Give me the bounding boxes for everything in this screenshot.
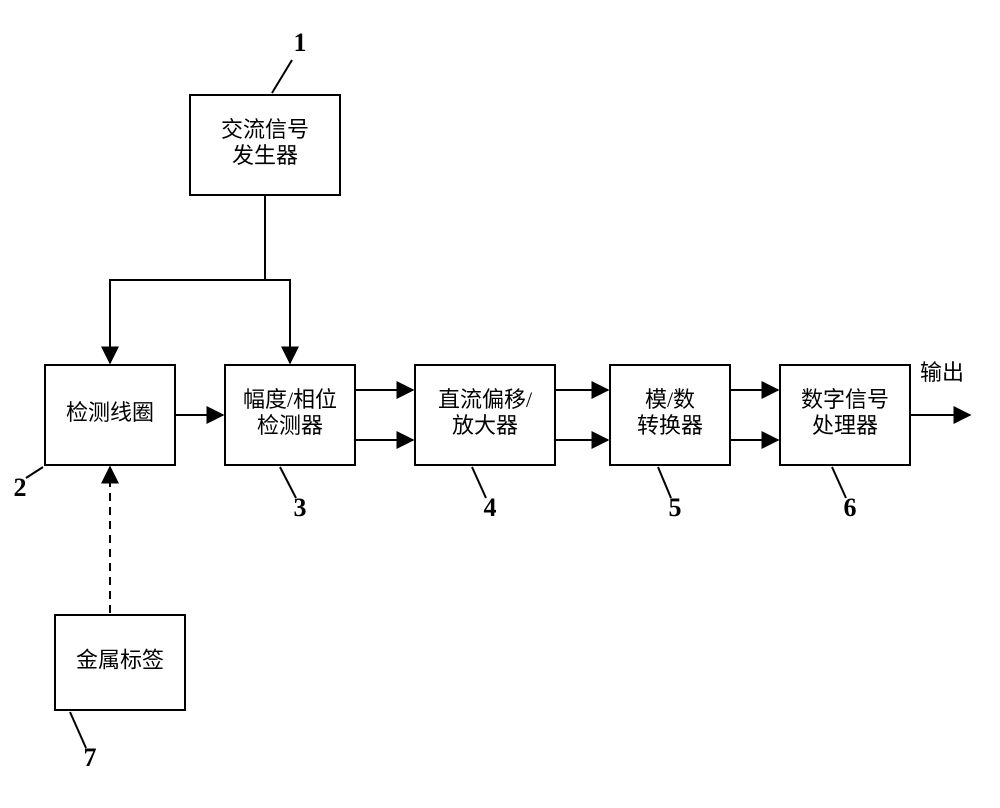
- box-tag-line0: 金属标签: [76, 648, 164, 673]
- box-coil: 检测线圈: [45, 365, 175, 465]
- box-amp: 直流偏移/放大器: [415, 365, 555, 465]
- callout-1: 1: [272, 28, 307, 93]
- callout-3: 3: [280, 467, 307, 522]
- box-adc-line1: 转换器: [637, 413, 703, 438]
- boxes-layer: 交流信号发生器检测线圈幅度/相位检测器直流偏移/放大器模/数转换器数字信号处理器…: [45, 95, 910, 710]
- box-gen: 交流信号发生器: [190, 95, 340, 195]
- callout-5-num: 5: [669, 493, 682, 522]
- callout-7: 7: [70, 712, 97, 772]
- callout-4-num: 4: [484, 493, 497, 522]
- diagram-canvas: 交流信号发生器检测线圈幅度/相位检测器直流偏移/放大器模/数转换器数字信号处理器…: [0, 0, 1000, 808]
- callout-4: 4: [472, 467, 497, 522]
- box-dsp-line1: 处理器: [812, 413, 878, 438]
- callout-3-num: 3: [294, 493, 307, 522]
- box-gen-line1: 发生器: [232, 143, 298, 168]
- box-gen-line0: 交流信号: [221, 117, 309, 142]
- box-dsp-line0: 数字信号: [801, 387, 889, 412]
- box-det-line0: 幅度/相位: [243, 387, 337, 412]
- box-adc-line0: 模/数: [645, 387, 695, 412]
- callout-5: 5: [658, 467, 682, 522]
- output-label: 输出: [920, 360, 964, 385]
- box-adc: 模/数转换器: [610, 365, 730, 465]
- callout-6-num: 6: [844, 493, 857, 522]
- edge-gen-coil: [110, 195, 265, 363]
- edge-gen-det: [265, 195, 290, 363]
- box-det: 幅度/相位检测器: [225, 365, 355, 465]
- callout-7-num: 7: [84, 743, 97, 772]
- box-det-line1: 检测器: [257, 413, 323, 438]
- box-amp-line0: 直流偏移/: [438, 387, 533, 412]
- callout-6: 6: [832, 467, 857, 522]
- box-tag: 金属标签: [55, 615, 185, 710]
- callout-2: 2: [14, 467, 44, 502]
- box-coil-line0: 检测线圈: [66, 400, 154, 425]
- box-amp-line1: 放大器: [452, 413, 518, 438]
- callout-2-num: 2: [14, 473, 27, 502]
- box-dsp: 数字信号处理器: [780, 365, 910, 465]
- callout-1-num: 1: [294, 28, 307, 57]
